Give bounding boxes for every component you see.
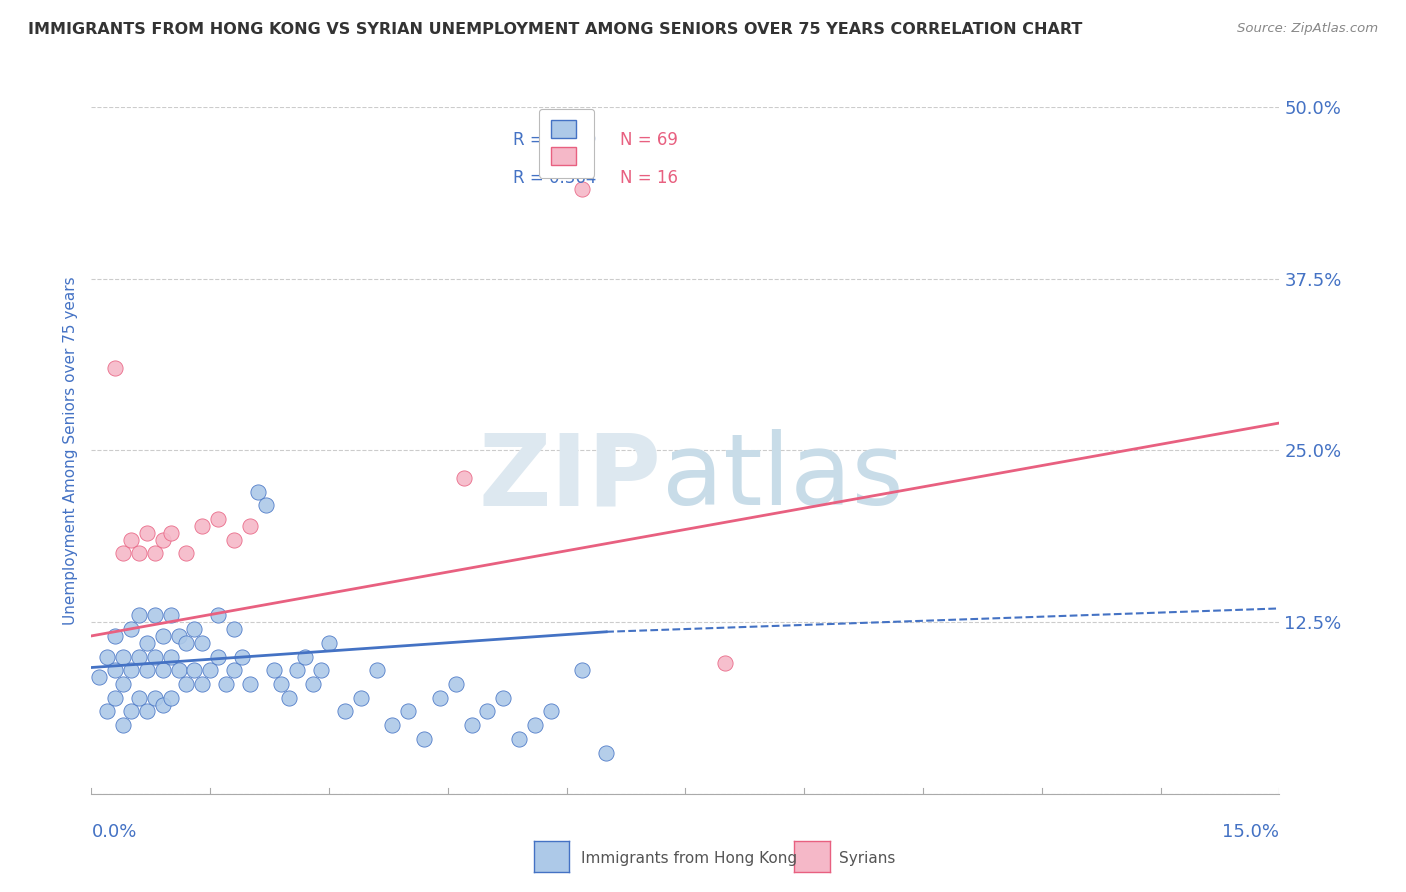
- Point: [104, 663, 127, 677]
- Point: [508, 731, 530, 746]
- Point: [112, 649, 135, 664]
- Point: [350, 690, 373, 705]
- Legend: , : ,: [538, 109, 595, 178]
- Point: [294, 649, 316, 664]
- Point: [333, 705, 356, 719]
- Point: [222, 622, 245, 636]
- Point: [96, 649, 118, 664]
- Text: IMMIGRANTS FROM HONG KONG VS SYRIAN UNEMPLOYMENT AMONG SENIORS OVER 75 YEARS COR: IMMIGRANTS FROM HONG KONG VS SYRIAN UNEM…: [28, 22, 1083, 37]
- Text: 15.0%: 15.0%: [1222, 822, 1279, 841]
- Point: [152, 533, 174, 547]
- Point: [152, 629, 174, 643]
- Point: [159, 525, 181, 540]
- Point: [571, 663, 593, 677]
- Point: [176, 546, 198, 561]
- Point: [120, 622, 142, 636]
- Point: [120, 533, 142, 547]
- Text: R = 0.364: R = 0.364: [513, 169, 596, 186]
- Point: [120, 663, 142, 677]
- Point: [200, 663, 222, 677]
- Point: [302, 677, 325, 691]
- Point: [159, 649, 181, 664]
- Point: [207, 608, 229, 623]
- Point: [104, 629, 127, 643]
- Point: [285, 663, 308, 677]
- Point: [413, 731, 436, 746]
- Point: [143, 546, 166, 561]
- Point: [540, 705, 562, 719]
- Point: [120, 705, 142, 719]
- Point: [396, 705, 419, 719]
- Point: [318, 636, 340, 650]
- Point: [444, 677, 467, 691]
- Point: [112, 546, 135, 561]
- Point: [128, 649, 150, 664]
- Point: [135, 663, 157, 677]
- Point: [309, 663, 332, 677]
- Point: [366, 663, 388, 677]
- Point: [714, 657, 737, 671]
- Point: [207, 649, 229, 664]
- Point: [239, 519, 262, 533]
- Point: [460, 718, 482, 732]
- Text: Syrians: Syrians: [839, 851, 896, 865]
- Point: [96, 705, 118, 719]
- Text: 0.0%: 0.0%: [91, 822, 136, 841]
- Point: [104, 361, 127, 376]
- Point: [135, 636, 157, 650]
- Point: [159, 608, 181, 623]
- Text: Source: ZipAtlas.com: Source: ZipAtlas.com: [1237, 22, 1378, 36]
- Point: [270, 677, 292, 691]
- Point: [571, 182, 593, 196]
- Point: [104, 690, 127, 705]
- Point: [183, 622, 205, 636]
- Point: [381, 718, 404, 732]
- Point: [263, 663, 285, 677]
- Point: [231, 649, 253, 664]
- Point: [159, 690, 181, 705]
- Point: [135, 705, 157, 719]
- Point: [143, 608, 166, 623]
- Text: Immigrants from Hong Kong: Immigrants from Hong Kong: [581, 851, 797, 865]
- Point: [128, 690, 150, 705]
- Point: [152, 698, 174, 712]
- Point: [492, 690, 515, 705]
- Point: [176, 677, 198, 691]
- Point: [246, 484, 269, 499]
- Point: [167, 663, 190, 677]
- Point: [215, 677, 238, 691]
- Text: N = 16: N = 16: [620, 169, 678, 186]
- Text: R = 0.070: R = 0.070: [513, 131, 596, 149]
- Point: [183, 663, 205, 677]
- Point: [222, 663, 245, 677]
- Point: [278, 690, 301, 705]
- Point: [143, 690, 166, 705]
- Point: [176, 636, 198, 650]
- Point: [135, 525, 157, 540]
- Point: [143, 649, 166, 664]
- Point: [429, 690, 451, 705]
- Point: [89, 670, 111, 684]
- Text: ZIP: ZIP: [479, 429, 662, 526]
- Point: [128, 608, 150, 623]
- Point: [191, 519, 214, 533]
- Point: [191, 636, 214, 650]
- Point: [191, 677, 214, 691]
- Point: [254, 499, 277, 513]
- Text: atlas: atlas: [662, 429, 903, 526]
- Point: [128, 546, 150, 561]
- Point: [112, 677, 135, 691]
- Point: [152, 663, 174, 677]
- Point: [477, 705, 499, 719]
- Point: [595, 746, 617, 760]
- Point: [239, 677, 262, 691]
- Point: [167, 629, 190, 643]
- Point: [222, 533, 245, 547]
- Point: [207, 512, 229, 526]
- Point: [523, 718, 546, 732]
- Point: [112, 718, 135, 732]
- Y-axis label: Unemployment Among Seniors over 75 years: Unemployment Among Seniors over 75 years: [63, 277, 79, 624]
- Text: N = 69: N = 69: [620, 131, 678, 149]
- Point: [453, 471, 475, 485]
